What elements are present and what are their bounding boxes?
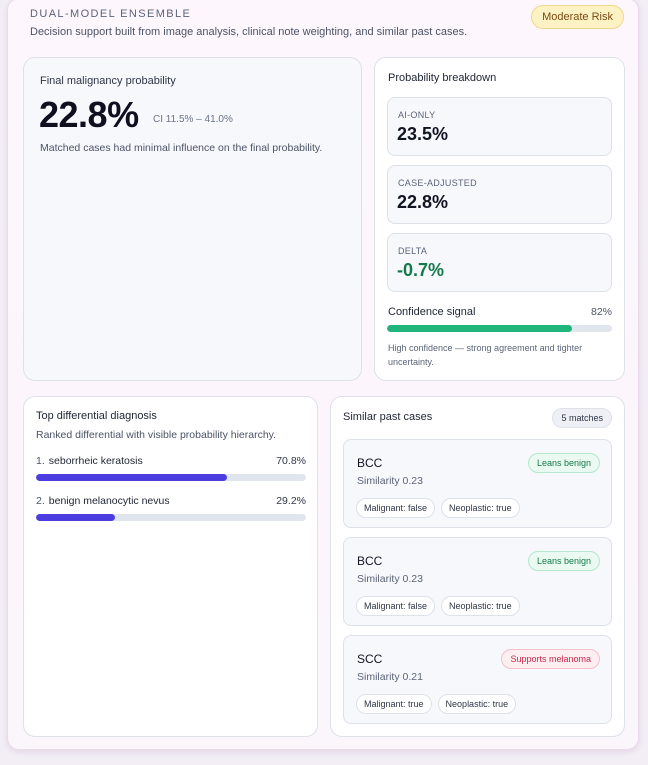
confidence-label: Confidence signal: [388, 306, 476, 318]
case-diagnosis: BCC: [357, 554, 383, 568]
breakdown-key: AI-ONLY: [398, 110, 436, 120]
diagnosis-bar-fill: [36, 474, 228, 481]
neoplastic-chip: Neoplastic: true: [437, 694, 517, 714]
breakdown-ai-only: AI-ONLY 23.5%: [387, 97, 612, 156]
differential-title: Top differential diagnosis: [36, 410, 157, 422]
diagnosis-name: benign melanocytic nevus: [48, 495, 170, 507]
risk-badge: Moderate Risk: [531, 5, 624, 29]
rank-index: 2.: [36, 495, 45, 507]
similar-cases-card: Similar past cases 5 matches BCC Similar…: [330, 396, 625, 737]
differential-row: 1. seborrheic keratosis 70.8%: [36, 455, 306, 481]
diagnosis-bar: [36, 474, 306, 481]
probability-breakdown-card: Probability breakdown AI-ONLY 23.5% CASE…: [374, 57, 625, 381]
case-similarity: Similarity 0.21: [357, 671, 423, 683]
case-similarity: Similarity 0.23: [357, 475, 423, 487]
breakdown-delta: DELTA -0.7%: [387, 233, 612, 292]
confidence-percent: 82%: [590, 306, 612, 318]
diagnosis-name: seborrheic keratosis: [48, 455, 143, 467]
differential-row: 2. benign melanocytic nevus 29.2%: [36, 495, 306, 521]
case-similarity: Similarity 0.23: [357, 573, 423, 585]
similar-case-item[interactable]: BCC Similarity 0.23 Leans benign Maligna…: [343, 439, 612, 528]
matches-badge: 5 matches: [552, 408, 612, 428]
malignant-chip: Malignant: false: [356, 596, 436, 616]
confidence-interval: CI 11.5% – 41.0%: [153, 114, 233, 125]
case-tag: Leans benign: [527, 453, 600, 473]
case-tag: Supports melanoma: [501, 649, 600, 669]
similar-case-item[interactable]: SCC Similarity 0.21 Supports melanoma Ma…: [343, 635, 612, 724]
differential-subtitle: Ranked differential with visible probabi…: [36, 429, 277, 441]
differential-card: Top differential diagnosis Ranked differ…: [23, 396, 318, 737]
similar-case-item[interactable]: BCC Similarity 0.23 Leans benign Maligna…: [343, 537, 612, 626]
breakdown-value: 22.8%: [397, 192, 449, 212]
breakdown-key: CASE-ADJUSTED: [398, 178, 477, 188]
breakdown-value: 23.5%: [397, 124, 449, 144]
final-probability-note: Matched cases had minimal influence on t…: [40, 142, 323, 154]
diagnosis-percent: 29.2%: [276, 495, 306, 507]
similar-cases-title: Similar past cases: [343, 411, 433, 423]
breakdown-key: DELTA: [398, 246, 428, 256]
breakdown-title: Probability breakdown: [388, 72, 497, 84]
confidence-note: High confidence — strong agreement and t…: [388, 343, 583, 367]
breakdown-value: -0.7%: [397, 260, 445, 280]
case-tag: Leans benign: [527, 551, 600, 571]
diagnosis-bar-fill: [36, 514, 115, 521]
final-probability-value: 22.8%: [39, 94, 139, 135]
ensemble-panel: DUAL-MODEL ENSEMBLE Decision support bui…: [7, 0, 639, 750]
malignant-chip: Malignant: true: [356, 694, 432, 714]
confidence-bar-fill: [387, 325, 572, 332]
rank-index: 1.: [36, 455, 45, 467]
neoplastic-chip: Neoplastic: true: [441, 498, 520, 518]
final-probability-card: Final malignancy probability 22.8% CI 11…: [23, 57, 362, 381]
neoplastic-chip: Neoplastic: true: [441, 596, 520, 616]
malignant-chip: Malignant: false: [356, 498, 436, 518]
breakdown-case-adjusted: CASE-ADJUSTED 22.8%: [387, 165, 612, 224]
panel-subtitle: Decision support built from image analys…: [30, 26, 468, 38]
diagnosis-percent: 70.8%: [276, 455, 306, 467]
case-diagnosis: SCC: [357, 652, 383, 666]
final-probability-label: Final malignancy probability: [40, 75, 176, 87]
panel-eyebrow: DUAL-MODEL ENSEMBLE: [30, 8, 192, 20]
diagnosis-bar: [36, 514, 306, 521]
confidence-bar: [387, 325, 612, 332]
case-diagnosis: BCC: [357, 456, 383, 470]
